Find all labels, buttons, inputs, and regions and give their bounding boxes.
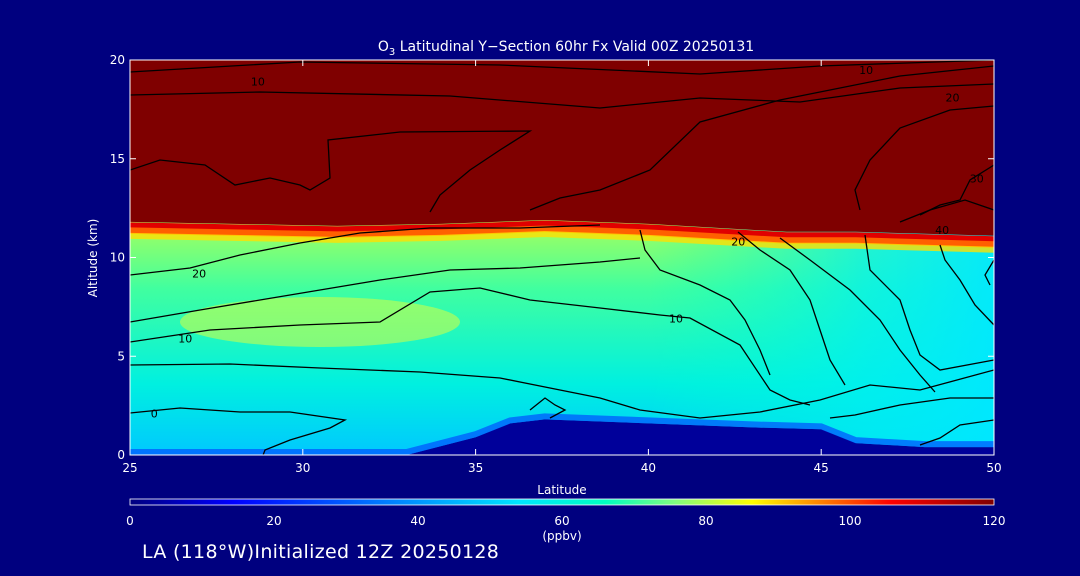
colorbar-tick-label: 80 [698,514,713,528]
contour-label: 30 [970,173,984,186]
contour-label: 10 [178,332,192,345]
x-tick-label: 25 [122,461,137,475]
y-tick-label: 15 [110,152,125,166]
contour-label: 20 [946,92,960,105]
colorbar-tick-label: 20 [266,514,281,528]
colorbar-tick-label: 100 [839,514,862,528]
x-tick-label: 50 [986,461,1001,475]
colorbar-unit: (ppbv) [542,529,581,543]
colorbar-tick-label: 120 [983,514,1006,528]
contour-label: 0 [151,408,158,421]
y-tick-label: 10 [110,251,125,265]
colorbar-ticks: 0 20 40 60 80 100 120 [126,514,1005,528]
high-ozone-pocket [180,297,460,347]
contour-label: 20 [192,267,206,280]
colorbar-tick-label: 40 [410,514,425,528]
contour-label: 10 [251,76,265,89]
contour-label: 10 [859,64,873,77]
contour-label: 10 [669,313,683,326]
y-axis-label: Altitude (km) [86,219,100,298]
colorbar [130,499,994,505]
footer-init-text: LA (118°W)Initialized 12Z 20250128 [142,541,499,563]
x-tick-label: 40 [641,461,656,475]
chart-title: O3 Latitudinal Y−Section 60hr Fx Valid 0… [378,39,754,58]
x-tick-label: 35 [468,461,483,475]
y-tick-label: 20 [110,53,125,67]
x-tick-label: 30 [295,461,310,475]
y-tick-label: 5 [117,349,125,363]
colorbar-tick-label: 60 [554,514,569,528]
contour-label: 40 [935,224,949,237]
x-tick-label: 45 [814,461,829,475]
y-tick-label: 0 [117,448,125,462]
colorbar-tick-label: 0 [126,514,134,528]
contour-label: 20 [731,236,745,249]
x-axis-label: Latitude [537,483,586,497]
